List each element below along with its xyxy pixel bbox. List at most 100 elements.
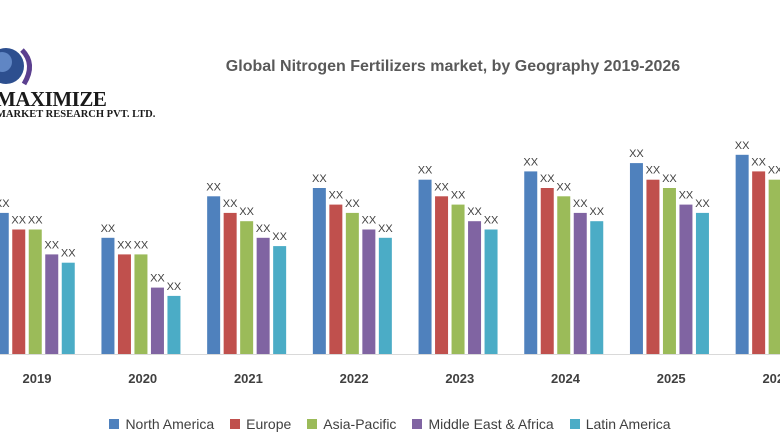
data-label: XX: [117, 239, 132, 251]
legend-swatch: [307, 419, 318, 429]
data-label: XX: [362, 215, 377, 227]
data-label: XX: [451, 190, 466, 202]
legend-item: North America: [109, 416, 214, 432]
legend: North America Europe Asia-Pacific Middle Ea…: [0, 416, 780, 432]
data-label: XX: [272, 231, 287, 243]
x-tick-label: 2021: [234, 371, 263, 386]
x-tick-label: 2025: [657, 371, 686, 386]
bar-europe-2020: [117, 254, 131, 354]
legend-label: Latin America: [585, 416, 671, 432]
bar-asia-pacific-2026: [768, 179, 780, 354]
data-label: XX: [646, 165, 661, 177]
x-tick-label: 2024: [551, 371, 581, 386]
bar-asia-pacific-2022: [345, 212, 359, 354]
bar-north-america-2020: [101, 237, 115, 354]
bar-latin-america-2024: [590, 221, 604, 354]
legend-item: Asia-Pacific: [307, 416, 396, 432]
data-label: XX: [735, 140, 750, 152]
legend-item: Latin America: [569, 416, 671, 432]
legend-label: North America: [125, 416, 215, 432]
logo-subtitle: MARKET RESEARCH PVT. LTD.: [0, 109, 156, 120]
data-label: XX: [101, 223, 116, 235]
data-label: XX: [556, 181, 571, 193]
bar-middle-east-africa-2024: [573, 212, 587, 354]
globe-icon: [0, 48, 32, 86]
bar-europe-2019: [12, 229, 26, 354]
data-label: XX: [239, 206, 254, 218]
legend-swatch: [109, 419, 120, 429]
bar-europe-2022: [329, 204, 343, 354]
data-label: XX: [768, 165, 780, 177]
bar-middle-east-africa-2020: [150, 287, 164, 354]
x-tick-label: 2026: [762, 371, 780, 386]
data-label: XX: [484, 215, 499, 227]
bar-north-america-2021: [207, 196, 221, 354]
data-label: XX: [695, 198, 710, 210]
data-label: XX: [206, 181, 221, 193]
bar-middle-east-africa-2022: [362, 229, 376, 354]
data-label: XX: [150, 273, 165, 285]
legend-label: Europe: [246, 416, 292, 432]
bar-asia-pacific-2023: [451, 204, 465, 354]
data-label: XX: [589, 206, 604, 218]
legend-label: Middle East & Africa: [428, 416, 554, 432]
x-tick-label: 2020: [128, 371, 157, 386]
bar-europe-2023: [435, 196, 449, 354]
bar-asia-pacific-2019: [28, 229, 42, 354]
bar-europe-2021: [223, 212, 237, 354]
bar-latin-america-2021: [273, 246, 287, 354]
x-tick-label: 2022: [340, 371, 369, 386]
data-label: XX: [0, 198, 10, 210]
bar-latin-america-2020: [167, 295, 181, 354]
data-label: XX: [44, 239, 59, 251]
data-label: XX: [223, 198, 238, 210]
bar-north-america-2019: [0, 212, 9, 354]
chart-title: Global Nitrogen Fertilizers market, by G…: [225, 58, 681, 75]
bar-europe-2025: [646, 179, 660, 354]
bar-middle-east-africa-2021: [256, 237, 270, 354]
legend-swatch: [569, 419, 580, 429]
data-label: XX: [378, 223, 393, 235]
data-label: XX: [662, 173, 677, 185]
bar-north-america-2023: [418, 179, 432, 354]
data-label: XX: [61, 248, 76, 260]
data-label: XX: [312, 173, 327, 185]
bar-latin-america-2022: [378, 237, 392, 354]
data-label: XX: [467, 206, 482, 218]
bar-latin-america-2025: [695, 212, 709, 354]
legend-item: Europe: [230, 416, 291, 432]
logo-name: MAXIMIZE: [0, 87, 107, 111]
bar-latin-america-2019: [61, 262, 75, 354]
data-label: XX: [540, 173, 555, 185]
bar-asia-pacific-2021: [240, 221, 254, 354]
data-label: XX: [329, 190, 344, 202]
data-label: XX: [629, 148, 644, 160]
data-label: XX: [751, 156, 766, 168]
data-label: XX: [434, 181, 449, 193]
bar-middle-east-africa-2019: [45, 254, 59, 354]
x-tick-label: 2023: [445, 371, 474, 386]
bar-middle-east-africa-2023: [468, 221, 482, 354]
bar-north-america-2026: [735, 154, 749, 354]
data-label: XX: [28, 215, 43, 227]
data-label: XX: [167, 281, 182, 293]
legend-label: Asia-Pacific: [323, 416, 397, 432]
data-label: XX: [679, 190, 694, 202]
data-label: XX: [573, 198, 588, 210]
legend-item: Middle East & Africa: [412, 416, 554, 432]
legend-swatch: [412, 419, 423, 429]
data-label: XX: [418, 165, 433, 177]
data-label: XX: [11, 215, 26, 227]
data-label: XX: [345, 198, 360, 210]
bar-middle-east-africa-2025: [679, 204, 693, 354]
bar-asia-pacific-2024: [557, 196, 571, 354]
bar-latin-america-2023: [484, 229, 498, 354]
data-label: XX: [134, 239, 149, 251]
bar-north-america-2025: [629, 163, 643, 354]
x-tick-label: 2019: [23, 371, 52, 386]
legend-swatch: [230, 419, 241, 429]
company-logo: MAXIMIZE MARKET RESEARCH PVT. LTD.: [0, 40, 166, 125]
bar-north-america-2022: [312, 188, 326, 354]
